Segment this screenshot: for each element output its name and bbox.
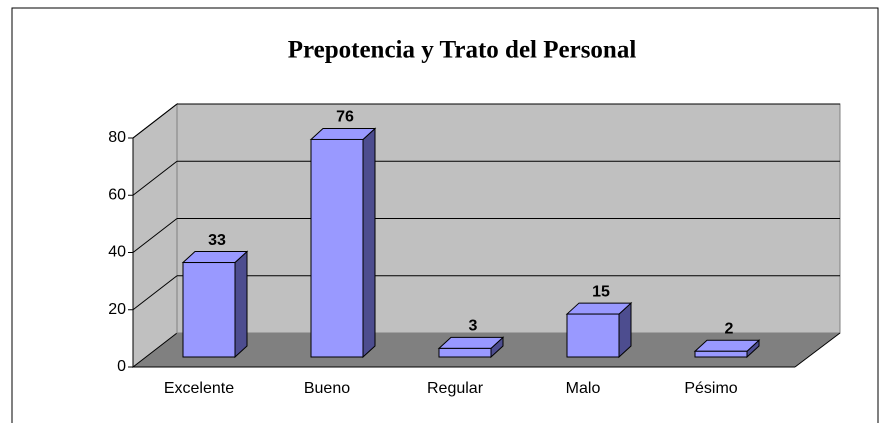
bar-top <box>309 127 377 140</box>
bar <box>310 138 364 358</box>
x-tick-label: Excelente <box>164 380 234 397</box>
value-label: 15 <box>592 283 610 300</box>
chart-border <box>11 7 879 423</box>
y-tick-label: 20 <box>108 301 126 318</box>
bar <box>694 350 748 358</box>
chart-title: Prepotencia y Trato del Personal <box>288 37 637 64</box>
value-label: 2 <box>725 320 734 337</box>
grid-line <box>132 218 178 253</box>
floor-edge <box>794 332 841 368</box>
x-tick-label: Malo <box>566 380 601 397</box>
bar-top <box>181 251 249 264</box>
x-tick-label: Regular <box>427 380 484 397</box>
bar-top <box>693 339 761 352</box>
x-tick-label: Bueno <box>304 380 350 397</box>
value-label: 76 <box>336 109 354 126</box>
grid-line <box>132 275 178 311</box>
bar <box>438 347 492 358</box>
value-label: 3 <box>469 318 478 335</box>
bar-side <box>362 127 376 359</box>
y-tick-label: 40 <box>108 244 126 261</box>
bar-top <box>437 336 505 349</box>
value-label: 33 <box>208 232 226 249</box>
bar <box>566 313 620 358</box>
y-tick-label: 60 <box>108 186 126 203</box>
x-tick-label: Pésimo <box>684 380 737 397</box>
grid-line <box>132 160 178 196</box>
grid-line <box>132 103 178 139</box>
y-tick-label: 80 <box>108 129 126 146</box>
bar-top <box>565 302 633 315</box>
y-tick-label: 0 <box>117 358 126 375</box>
bar <box>182 262 236 358</box>
bar-side <box>234 250 248 359</box>
